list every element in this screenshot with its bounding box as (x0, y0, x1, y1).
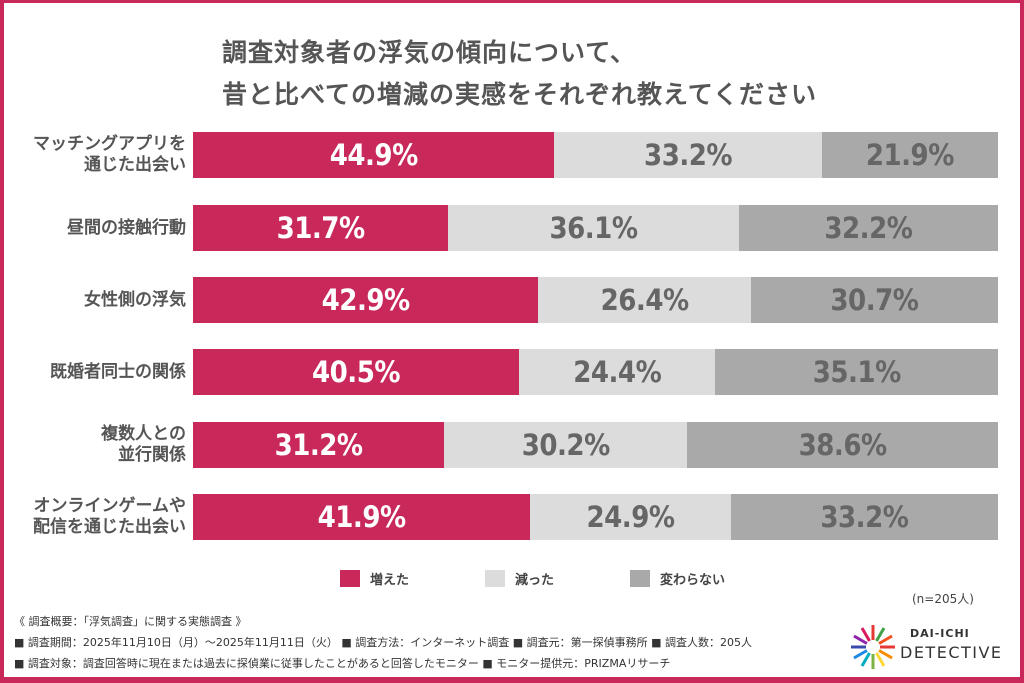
footer-line: ■ 調査対象：調査回答時に現在または過去に探偵業に従事したことがあると回答したモ… (14, 657, 671, 670)
bar-segment-1: 40.5% (193, 349, 520, 395)
legend-label: 変わらない (660, 573, 726, 588)
category-label: 昼間の接触行動 (67, 217, 186, 238)
legend-swatch (340, 570, 360, 587)
logo-ray (860, 627, 871, 642)
bar-segment-3: 33.2% (730, 494, 998, 540)
logo-ray (875, 627, 886, 642)
legend-swatch (630, 570, 650, 587)
legend-label: 増えた (370, 573, 410, 588)
category-label: 既婚者同士の関係 (50, 361, 186, 382)
bar-segment-2: 33.2% (554, 132, 822, 178)
bar-segment-3: 38.6% (687, 422, 998, 468)
survey-footer: 《 調査概要：「浮気調査」に関する実態調査 》 ■ 調査期間：2025年11月1… (14, 611, 752, 674)
logo-text-top: DAI-ICHI (910, 627, 970, 640)
footer-line: ■ 調査期間：2025年11月10日（月）～2025年11月11日（火） ■ 調… (14, 636, 753, 649)
category-label: 女性側の浮気 (84, 289, 186, 310)
bar-segment-3: 35.1% (715, 349, 998, 395)
title-line-1: 調査対象者の浮気の傾向について、 (222, 38, 637, 67)
bar-segment-3: 32.2% (738, 205, 998, 251)
bar-segment-1: 31.2% (193, 422, 445, 468)
logo-ray (878, 634, 893, 645)
bar-segment-1: 41.9% (193, 494, 531, 540)
footer-line: 《 調査概要：「浮気調査」に関する実態調査 》 (14, 615, 247, 628)
category-label: オンラインゲームや 配信を通じた出会い (33, 496, 186, 537)
category-label: マッチングアプリを 通じた出会い (33, 134, 186, 175)
logo-ray (878, 649, 893, 660)
bar-segment-2: 26.4% (538, 277, 751, 323)
category-label: 複数人との 並行関係 (101, 424, 186, 465)
chart-title: 調査対象者の浮気の傾向について、 昔と比べての増減の実感をそれぞれ教えてください (222, 32, 817, 116)
dai-ichi-detective-logo: DAI-ICHI DETECTIVE (848, 622, 1008, 672)
bar-segment-1: 42.9% (193, 277, 539, 323)
starburst-logo-icon (851, 625, 895, 669)
logo-ray (853, 634, 868, 645)
logo-text-bottom: DETECTIVE (900, 643, 1003, 662)
logo-ray (875, 652, 886, 667)
bar-segment-2: 30.2% (444, 422, 688, 468)
legend-item: 増えた (340, 569, 485, 588)
logo-ray (860, 652, 871, 667)
bar-segment-1: 44.9% (193, 132, 555, 178)
logo-ray (853, 649, 868, 660)
bar-segment-3: 30.7% (750, 277, 998, 323)
bar-segment-3: 21.9% (821, 132, 998, 178)
bar-segment-1: 31.7% (193, 205, 449, 251)
legend-swatch (485, 570, 505, 587)
title-line-2: 昔と比べての増減の実感をそれぞれ教えてください (222, 80, 818, 109)
sample-size: (n=205人) (912, 592, 974, 606)
bar-segment-2: 36.1% (448, 205, 739, 251)
legend-label: 減った (515, 573, 555, 588)
bar-segment-2: 24.4% (519, 349, 716, 395)
legend-item: 減った (485, 569, 630, 588)
legend-item: 変わらない (630, 569, 775, 588)
legend: 増えた 減った 変わらない (340, 569, 775, 588)
bar-segment-2: 24.9% (530, 494, 731, 540)
